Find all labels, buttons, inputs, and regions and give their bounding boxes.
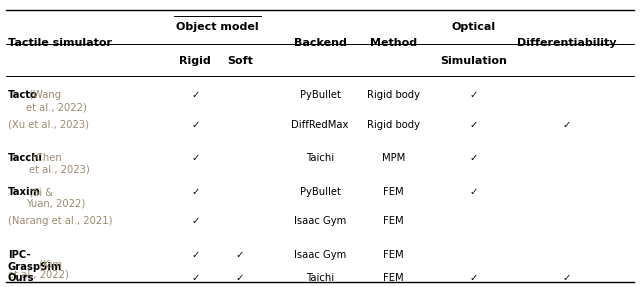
Text: (Kim: (Kim	[36, 260, 63, 270]
Text: Method: Method	[370, 38, 417, 48]
Text: Isaac Gym: Isaac Gym	[294, 250, 346, 260]
Text: ✓: ✓	[236, 250, 244, 260]
Text: ✓: ✓	[469, 90, 478, 100]
Text: Taichi: Taichi	[306, 153, 334, 163]
Text: Differentiability: Differentiability	[516, 38, 616, 48]
Text: (Xu et al., 2023): (Xu et al., 2023)	[8, 120, 89, 130]
Text: Taxim: Taxim	[8, 187, 41, 197]
Text: Backend: Backend	[294, 38, 346, 48]
Text: (Wang
et al., 2022): (Wang et al., 2022)	[26, 90, 86, 112]
Text: Tacto: Tacto	[8, 90, 38, 100]
Text: Ours: Ours	[8, 273, 34, 283]
Text: FEM: FEM	[383, 273, 404, 283]
Text: Tacchi: Tacchi	[8, 153, 42, 163]
Text: ✓: ✓	[469, 153, 478, 163]
Text: ✓: ✓	[191, 187, 200, 197]
Text: Rigid: Rigid	[179, 56, 211, 66]
Text: ✓: ✓	[191, 120, 200, 130]
Text: ✓: ✓	[191, 273, 200, 283]
Text: FEM: FEM	[383, 216, 404, 226]
Text: Rigid body: Rigid body	[367, 90, 420, 100]
Text: ✓: ✓	[469, 187, 478, 197]
Text: et al., 2022): et al., 2022)	[8, 270, 68, 280]
Text: ✓: ✓	[191, 216, 200, 226]
Text: ✓: ✓	[236, 273, 244, 283]
Text: Isaac Gym: Isaac Gym	[294, 216, 346, 226]
Text: PyBullet: PyBullet	[300, 187, 340, 197]
Text: ✓: ✓	[191, 90, 200, 100]
Text: Simulation: Simulation	[440, 56, 507, 66]
Text: Tactile simulator: Tactile simulator	[8, 38, 112, 48]
Text: Optical: Optical	[452, 22, 495, 32]
Text: Taichi: Taichi	[306, 273, 334, 283]
Text: ✓: ✓	[191, 250, 200, 260]
Text: Object model: Object model	[176, 22, 259, 32]
Text: (Chen
et al., 2023): (Chen et al., 2023)	[29, 153, 90, 174]
Text: FEM: FEM	[383, 250, 404, 260]
Text: ✓: ✓	[469, 273, 478, 283]
Text: ✓: ✓	[469, 120, 478, 130]
Text: FEM: FEM	[383, 187, 404, 197]
Text: (Narang et al., 2021): (Narang et al., 2021)	[8, 216, 112, 226]
Text: Soft: Soft	[227, 56, 253, 66]
Text: MPM: MPM	[382, 153, 405, 163]
Text: Rigid body: Rigid body	[367, 120, 420, 130]
Text: IPC-
GraspSim: IPC- GraspSim	[8, 250, 62, 272]
Text: PyBullet: PyBullet	[300, 90, 340, 100]
Text: ✓: ✓	[562, 273, 571, 283]
Text: DiffRedMax: DiffRedMax	[291, 120, 349, 130]
Text: ✓: ✓	[191, 153, 200, 163]
Text: ✓: ✓	[562, 120, 571, 130]
Text: (Si &
Yuan, 2022): (Si & Yuan, 2022)	[26, 187, 85, 209]
